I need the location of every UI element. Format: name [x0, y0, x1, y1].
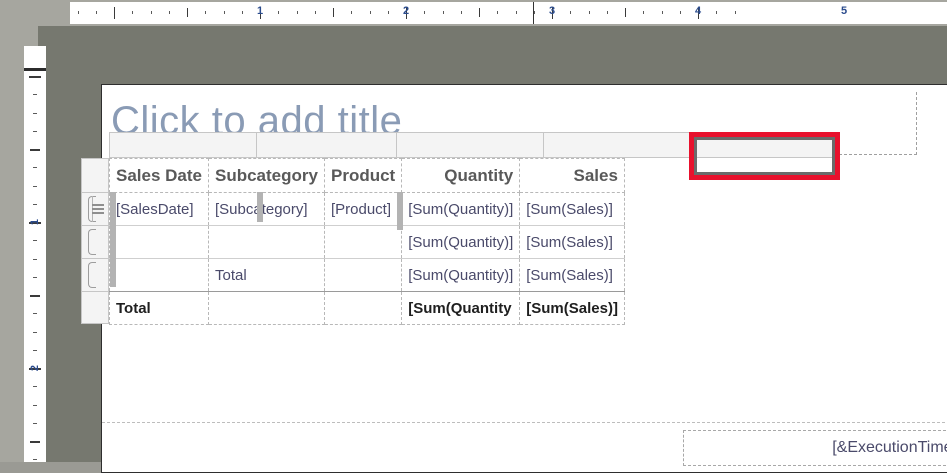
row-group-bracket-icon	[88, 229, 96, 255]
ruler-corner	[0, 0, 70, 24]
execution-time-expression: [&ExecutionTime]	[832, 439, 947, 456]
cell-r2-c4[interactable]: [Sum(Sales)]	[519, 258, 625, 292]
vruler-label-2: 2	[29, 364, 41, 372]
cell-r1-c4[interactable]: [Sum(Sales)]	[519, 225, 625, 259]
column-header-subcategory[interactable]: Subcategory	[208, 158, 325, 193]
ruler-label-5: 5	[840, 5, 848, 17]
table-row[interactable]: Total [Sum(Quantity)] [Sum(Sales)]	[109, 258, 625, 292]
row-handle-header[interactable]	[81, 158, 109, 192]
cell-r3-c2[interactable]	[323, 291, 403, 325]
tablix-row-handles[interactable]	[81, 158, 109, 324]
horizontal-ruler[interactable]: 1 2 3 4 5	[70, 2, 947, 24]
cell-r0-c3[interactable]: [Sum(Quantity)]	[401, 192, 521, 226]
cell-r1-c3[interactable]: [Sum(Quantity)]	[401, 225, 521, 259]
row-group-details-icon	[92, 202, 104, 216]
row-handle-group-total-2[interactable]	[81, 258, 109, 291]
column-handle-sales-date[interactable]	[109, 132, 257, 158]
column-handle-quantity[interactable]	[544, 132, 692, 158]
column-header-product[interactable]: Product	[323, 158, 403, 193]
detail-row-indicator-1	[110, 192, 116, 222]
cell-r2-c2[interactable]	[323, 258, 403, 292]
cell-r2-c0[interactable]	[109, 258, 209, 292]
cell-r1-c0[interactable]	[109, 225, 209, 259]
footer-separator	[102, 422, 947, 423]
row-handle-grand-total[interactable]	[81, 291, 109, 324]
row-handle-detail[interactable]	[81, 192, 109, 225]
vertical-ruler-body-gap	[24, 408, 46, 421]
detail-row-indicator-2	[257, 192, 263, 222]
column-header-sales[interactable]: Sales	[519, 158, 625, 193]
row-handle-group-total-1[interactable]	[81, 225, 109, 258]
cell-r1-c2[interactable]	[323, 225, 403, 259]
tablix-column-handles[interactable]	[109, 132, 835, 158]
vruler-label-1: 1	[29, 218, 41, 226]
cell-r0-c1[interactable]: [Subcategory]	[208, 192, 325, 226]
tablix-header-row: Sales Date Subcategory Product Quantity Sale…	[109, 158, 625, 193]
cell-r3-c4[interactable]: [Sum(Sales)]	[519, 291, 625, 325]
column-header-quantity[interactable]: Quantity	[401, 158, 521, 193]
cell-r2-c3[interactable]: [Sum(Quantity)]	[401, 258, 521, 292]
column-handle-sales[interactable]	[692, 132, 835, 158]
page-edge-marker	[533, 2, 535, 24]
design-canvas[interactable]: Click to add title Sales Date Subcategory…	[38, 26, 947, 473]
row-group-bracket-icon	[88, 262, 96, 288]
cell-r3-c1[interactable]	[208, 291, 325, 325]
cell-r3-c3[interactable]: [Sum(Quantity	[401, 291, 521, 325]
cell-r1-c1[interactable]	[208, 225, 325, 259]
table-row[interactable]: [SalesDate][Subcategory][Product][Sum(Qu…	[109, 192, 625, 226]
ruler-label-4: 4	[694, 5, 702, 17]
ruler-label-3: 3	[548, 5, 556, 17]
footer-textbox[interactable]: [&ExecutionTime]	[683, 430, 947, 466]
vertical-ruler-origin-cap	[24, 68, 46, 71]
column-header-sales-date[interactable]: Sales Date	[109, 158, 209, 193]
detail-row-indicator-5	[397, 222, 403, 230]
tablix-grid[interactable]: Sales Date Subcategory Product Quantity Sale…	[109, 158, 625, 325]
detail-row-indicator-4	[110, 222, 116, 287]
column-handle-subcategory[interactable]	[257, 132, 397, 158]
cell-r0-c4[interactable]: [Sum(Sales)]	[519, 192, 625, 226]
cell-r3-c0[interactable]: Total	[109, 291, 209, 325]
cell-r0-c0[interactable]: [SalesDate]	[109, 192, 209, 226]
ruler-label-2: 2	[402, 5, 410, 17]
cell-r2-c1[interactable]: Total	[208, 258, 325, 292]
detail-row-indicator-3	[397, 192, 403, 222]
ruler-label-1: 1	[256, 5, 264, 17]
column-handle-product[interactable]	[397, 132, 544, 158]
table-row[interactable]: [Sum(Quantity)] [Sum(Sales)]	[109, 225, 625, 259]
table-row[interactable]: Total [Sum(Quantity [Sum(Sales)]	[109, 291, 625, 325]
cell-r0-c2[interactable]: [Product]	[323, 192, 403, 226]
report-page[interactable]: Click to add title Sales Date Subcategory…	[81, 84, 947, 473]
